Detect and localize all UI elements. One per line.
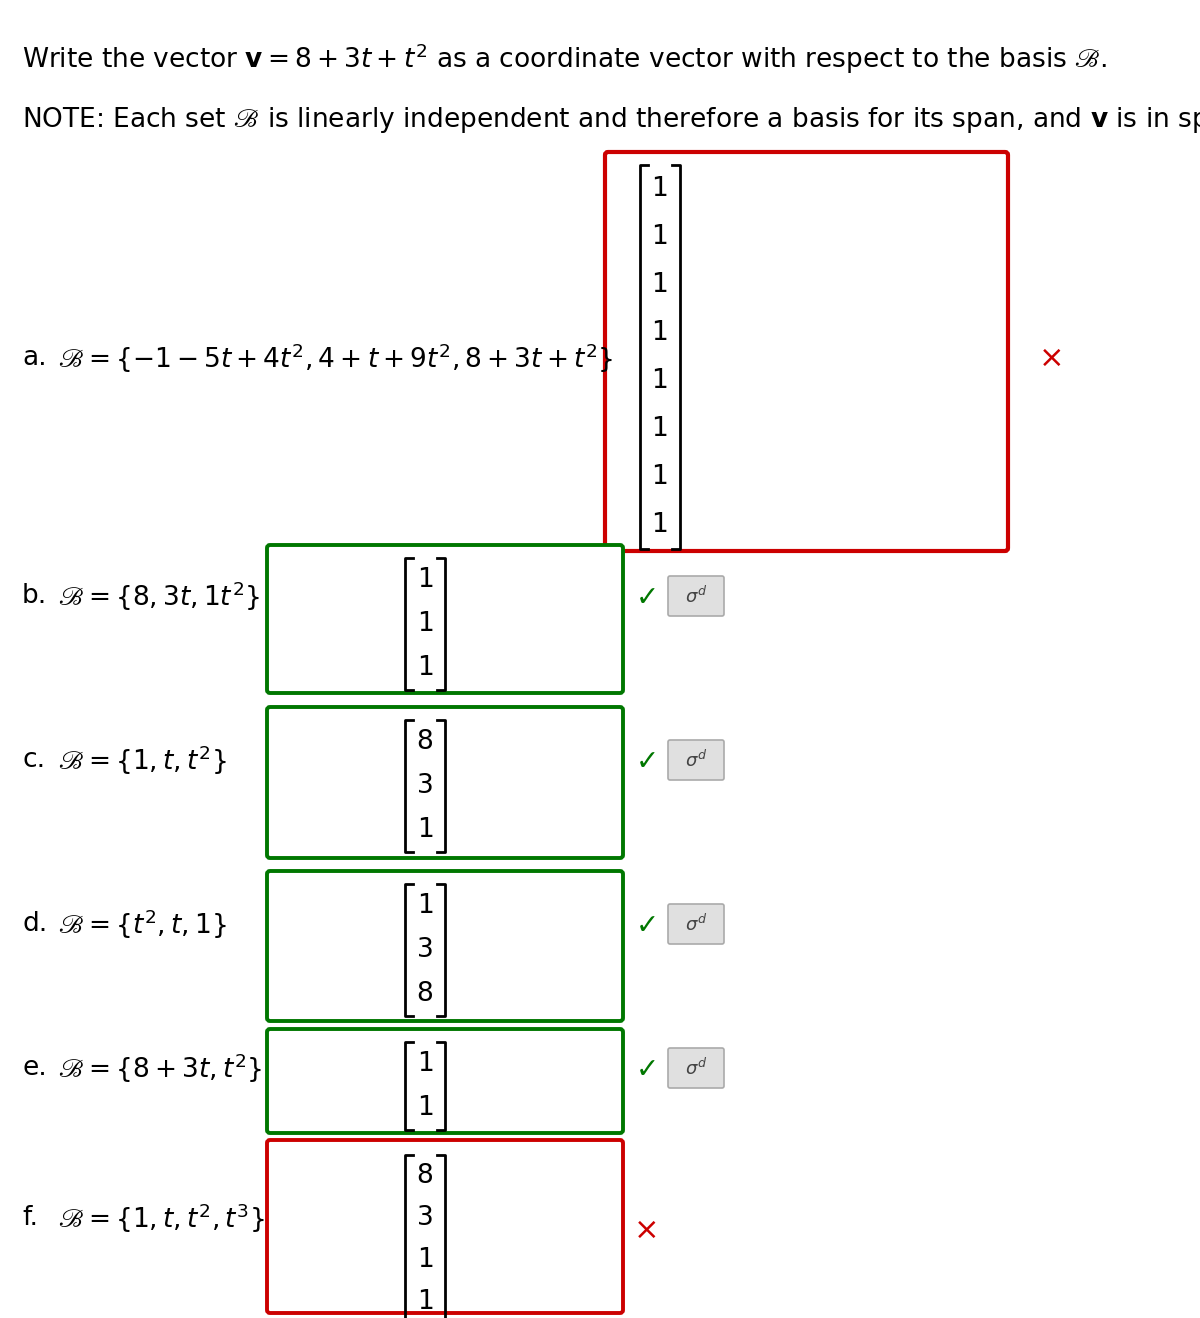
- FancyBboxPatch shape: [668, 739, 724, 780]
- Text: $\times$: $\times$: [1038, 344, 1062, 373]
- Text: $\checkmark$: $\checkmark$: [635, 746, 655, 774]
- Text: 1: 1: [416, 1247, 433, 1273]
- FancyBboxPatch shape: [266, 546, 623, 693]
- Text: 1: 1: [652, 511, 668, 538]
- Text: $\mathscr{B} = \{-1 - 5t + 4t^2, 4 + t + 9t^2, 8 + 3t + t^2\}$: $\mathscr{B} = \{-1 - 5t + 4t^2, 4 + t +…: [58, 341, 613, 374]
- Text: 1: 1: [652, 368, 668, 394]
- Text: 8: 8: [416, 729, 433, 755]
- Text: $\mathscr{B} = \{1, t, t^2\}$: $\mathscr{B} = \{1, t, t^2\}$: [58, 743, 227, 776]
- Text: $\checkmark$: $\checkmark$: [635, 583, 655, 610]
- Text: 1: 1: [416, 612, 433, 637]
- Text: NOTE: Each set $\mathscr{B}$ is linearly independent and therefore a basis for i: NOTE: Each set $\mathscr{B}$ is linearly…: [22, 105, 1200, 134]
- Text: $\sigma^d$: $\sigma^d$: [685, 913, 707, 934]
- Text: $\sigma^d$: $\sigma^d$: [685, 750, 707, 771]
- Text: $\checkmark$: $\checkmark$: [635, 1054, 655, 1082]
- Text: 1: 1: [416, 1050, 433, 1077]
- Text: d.: d.: [22, 911, 47, 937]
- Text: 8: 8: [416, 981, 433, 1007]
- Text: $\sigma^d$: $\sigma^d$: [685, 1057, 707, 1078]
- Text: a.: a.: [22, 345, 47, 370]
- Text: 1: 1: [652, 177, 668, 202]
- Text: 8: 8: [416, 1162, 433, 1189]
- Text: 1: 1: [652, 272, 668, 298]
- Text: 3: 3: [416, 1205, 433, 1231]
- Text: $\checkmark$: $\checkmark$: [635, 909, 655, 938]
- Text: 1: 1: [652, 224, 668, 250]
- FancyBboxPatch shape: [668, 904, 724, 944]
- Text: 1: 1: [652, 416, 668, 442]
- Text: 1: 1: [416, 1289, 433, 1315]
- Text: 1: 1: [416, 894, 433, 919]
- Text: c.: c.: [22, 747, 46, 772]
- Text: Write the vector $\mathbf{v} = 8 + 3t + t^2$ as a coordinate vector with respect: Write the vector $\mathbf{v} = 8 + 3t + …: [22, 42, 1108, 76]
- FancyBboxPatch shape: [668, 576, 724, 616]
- Text: $\times$: $\times$: [634, 1215, 656, 1244]
- Text: e.: e.: [22, 1054, 47, 1081]
- FancyBboxPatch shape: [266, 706, 623, 858]
- Text: $\mathscr{B} = \{1, t, t^2, t^3\}$: $\mathscr{B} = \{1, t, t^2, t^3\}$: [58, 1201, 265, 1235]
- Text: $\sigma^d$: $\sigma^d$: [685, 585, 707, 606]
- Text: 1: 1: [416, 817, 433, 844]
- Text: 1: 1: [416, 567, 433, 593]
- Text: $\mathscr{B} = \{t^2, t, 1\}$: $\mathscr{B} = \{t^2, t, 1\}$: [58, 907, 227, 941]
- FancyBboxPatch shape: [266, 1029, 623, 1133]
- Text: $\mathscr{B} = \{8, 3t, 1t^2\}$: $\mathscr{B} = \{8, 3t, 1t^2\}$: [58, 579, 260, 613]
- Text: f.: f.: [22, 1205, 38, 1231]
- Text: 1: 1: [416, 655, 433, 681]
- FancyBboxPatch shape: [668, 1048, 724, 1087]
- Text: 1: 1: [416, 1095, 433, 1122]
- Text: b.: b.: [22, 583, 47, 609]
- FancyBboxPatch shape: [266, 871, 623, 1021]
- Text: 1: 1: [652, 464, 668, 490]
- FancyBboxPatch shape: [605, 152, 1008, 551]
- Text: $\mathscr{B} = \{8 + 3t, t^2\}$: $\mathscr{B} = \{8 + 3t, t^2\}$: [58, 1052, 262, 1085]
- Text: 1: 1: [652, 320, 668, 347]
- FancyBboxPatch shape: [266, 1140, 623, 1313]
- Text: 3: 3: [416, 937, 433, 963]
- Text: 3: 3: [416, 772, 433, 799]
